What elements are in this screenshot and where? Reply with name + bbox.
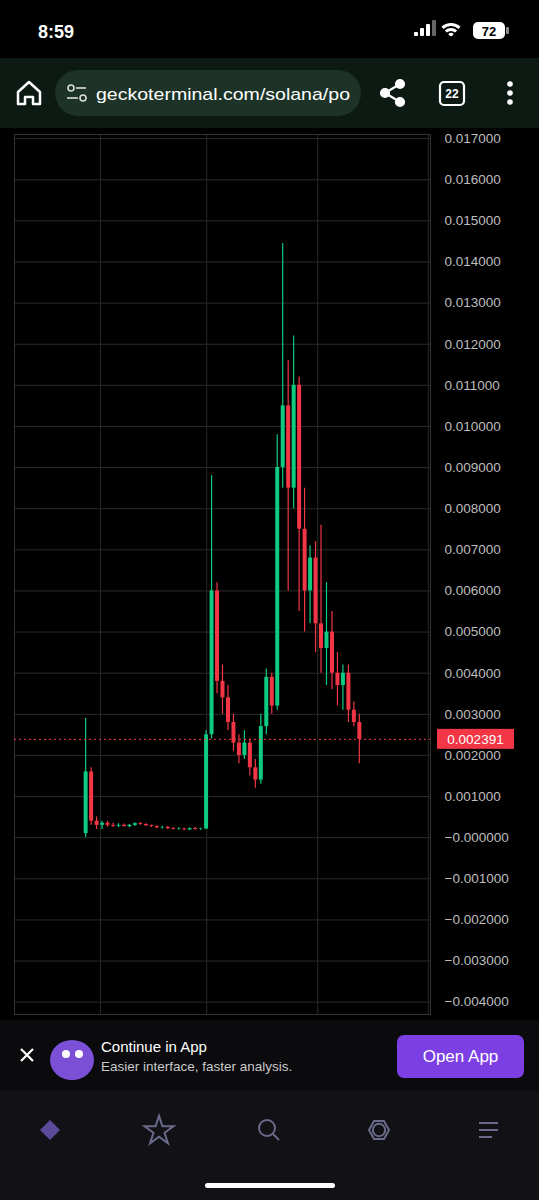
svg-text:−0.004000: −0.004000 [445,994,509,1009]
svg-text:0.002000: 0.002000 [445,748,501,763]
svg-text:0.015000: 0.015000 [445,213,501,228]
svg-text:0.013000: 0.013000 [445,295,501,310]
svg-text:−0.000000: −0.000000 [445,830,509,845]
svg-text:72: 72 [482,24,496,39]
svg-text:0.001000: 0.001000 [445,789,501,804]
svg-text:0.012000: 0.012000 [445,337,501,352]
svg-text:0.011000: 0.011000 [445,378,500,393]
svg-text:Continue in App: Continue in App [101,1038,207,1055]
svg-text:0.007000: 0.007000 [445,542,501,557]
svg-text:0.017000: 0.017000 [445,131,501,146]
svg-text:0.006000: 0.006000 [445,583,501,598]
svg-text:0.008000: 0.008000 [445,501,501,516]
svg-text:−0.001000: −0.001000 [445,871,509,886]
svg-text:0.009000: 0.009000 [445,460,501,475]
svg-text:−0.002000: −0.002000 [445,912,509,927]
svg-text:−0.003000: −0.003000 [445,953,509,968]
svg-text:0.016000: 0.016000 [445,172,501,187]
svg-text:Open App: Open App [423,1047,499,1066]
svg-text:0.005000: 0.005000 [445,624,501,639]
svg-text:0.014000: 0.014000 [445,254,501,269]
svg-text:geckoterminal.com/solana/po: geckoterminal.com/solana/po [96,85,350,104]
svg-text:0.003000: 0.003000 [445,707,501,722]
svg-text:0.010000: 0.010000 [445,419,501,434]
svg-text:0.002391: 0.002391 [447,732,503,747]
svg-text:Easier interface, faster analy: Easier interface, faster analysis. [101,1059,292,1074]
svg-text:0.004000: 0.004000 [445,666,501,681]
svg-text:22: 22 [445,87,459,101]
svg-text:8:59: 8:59 [38,22,74,42]
